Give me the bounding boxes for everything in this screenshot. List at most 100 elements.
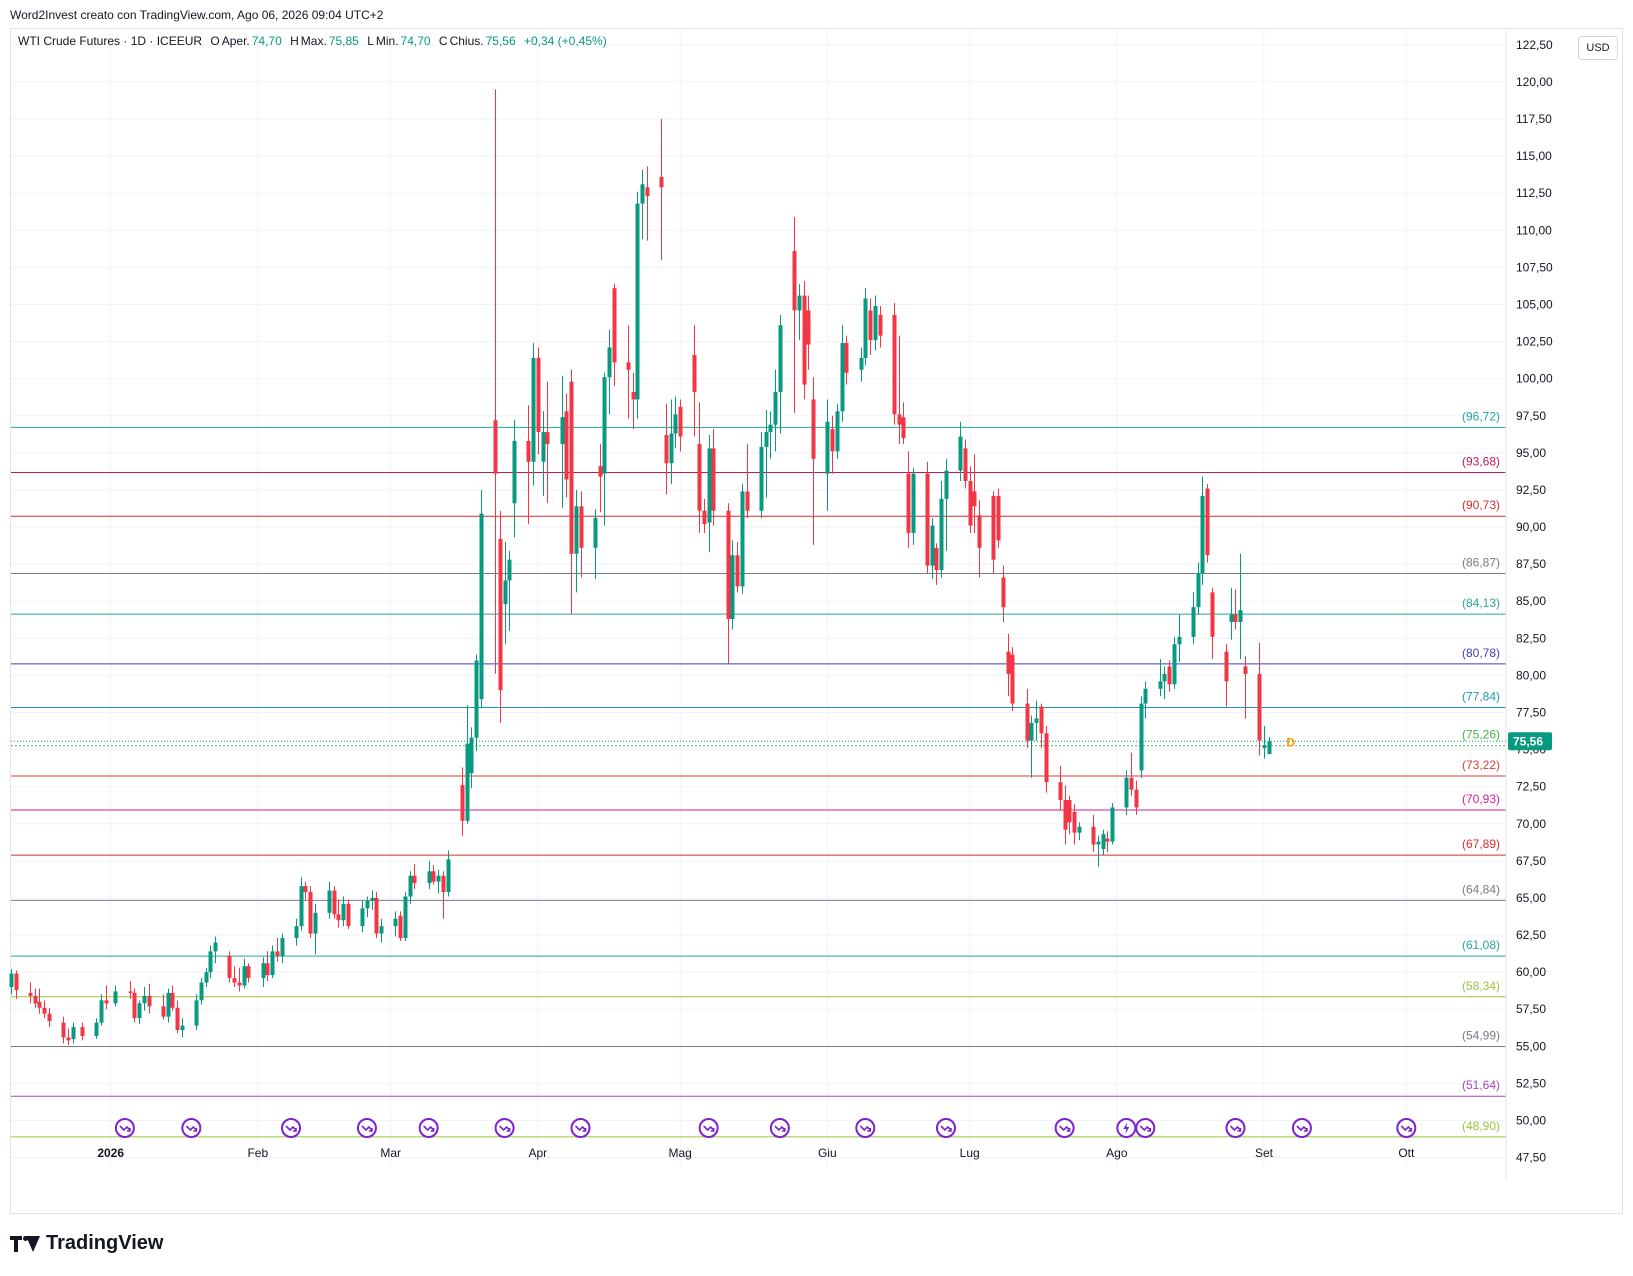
- price-tick-label: 117,50: [1516, 112, 1552, 126]
- candle-body: [332, 890, 337, 915]
- candle: [9, 969, 14, 995]
- price-tick-label: 85,00: [1516, 594, 1546, 608]
- candle-body: [270, 951, 275, 976]
- candle-body: [1200, 495, 1205, 574]
- candle: [977, 500, 982, 578]
- price-tick-label: 112,50: [1516, 186, 1552, 200]
- tradingview-brand: TradingView: [10, 1232, 163, 1255]
- price-tick-label: 50,00: [1516, 1114, 1546, 1128]
- candle-body: [1224, 651, 1229, 682]
- candle-body: [232, 978, 237, 983]
- candle: [1224, 644, 1229, 707]
- candle-body: [560, 417, 565, 444]
- candle-body: [80, 1027, 85, 1036]
- candle: [901, 402, 906, 444]
- lightning-icon: [1123, 1122, 1130, 1134]
- currency-button[interactable]: USD: [1578, 36, 1618, 60]
- candle-body: [626, 362, 631, 370]
- candle-body: [934, 547, 939, 571]
- candle: [94, 1018, 99, 1039]
- candle-body: [835, 411, 840, 452]
- economic-event-icon[interactable]: [1135, 1118, 1156, 1138]
- candle-body: [607, 347, 612, 378]
- candle: [726, 503, 731, 664]
- candle: [28, 982, 33, 1004]
- level-label: (86,87): [1462, 555, 1500, 569]
- economic-event-icon[interactable]: [769, 1118, 790, 1138]
- candle: [740, 484, 745, 594]
- arrow-head-icon: [1303, 1128, 1308, 1132]
- candle: [1058, 765, 1063, 811]
- candle: [631, 372, 636, 430]
- economic-event-icon[interactable]: [1054, 1118, 1075, 1138]
- economic-event-icon[interactable]: [181, 1118, 202, 1138]
- candle: [906, 451, 911, 548]
- economic-event-icon[interactable]: [1116, 1118, 1137, 1138]
- time-axis: 2026 Feb Mar Apr Mag Giu Lug Ago Set Ott: [97, 1146, 1415, 1160]
- candle-body: [66, 1037, 71, 1041]
- candle-body: [71, 1027, 76, 1039]
- candle-body: [498, 538, 503, 691]
- candle: [697, 402, 702, 533]
- candle: [1139, 696, 1144, 778]
- candle: [1001, 565, 1006, 622]
- candle: [564, 393, 569, 498]
- candle: [265, 951, 270, 982]
- candle-body: [635, 203, 640, 400]
- candle: [393, 911, 398, 937]
- candle: [844, 335, 849, 385]
- economic-event-icon[interactable]: [114, 1118, 135, 1138]
- economic-event-icon[interactable]: [935, 1118, 956, 1138]
- candle: [1267, 736, 1272, 755]
- candle-body: [213, 942, 218, 952]
- economic-event-icon[interactable]: [855, 1118, 876, 1138]
- economic-event-icon[interactable]: [281, 1118, 302, 1138]
- candle: [797, 283, 802, 341]
- candle: [1200, 476, 1205, 585]
- candle-body: [1177, 636, 1182, 645]
- price-tick-label: 77,50: [1516, 706, 1546, 720]
- economic-event-icon[interactable]: [494, 1118, 515, 1138]
- arrow-head-icon: [1237, 1128, 1242, 1132]
- candle-body: [669, 433, 674, 464]
- candle: [142, 986, 147, 1011]
- candle-body: [730, 555, 735, 620]
- candle: [66, 1028, 71, 1045]
- candle-body: [42, 1007, 47, 1014]
- candle-body: [280, 938, 285, 956]
- level-label: (58,34): [1462, 979, 1500, 993]
- candle: [892, 303, 897, 425]
- economic-event-icon[interactable]: [698, 1118, 719, 1138]
- candle-body: [1143, 688, 1148, 704]
- economic-event-icon[interactable]: [1396, 1118, 1417, 1138]
- candle-body: [237, 982, 242, 986]
- candle-body: [1006, 651, 1011, 674]
- economic-event-icon[interactable]: [1291, 1118, 1312, 1138]
- candle-body: [726, 510, 731, 620]
- trend-arrow-icon: [119, 1125, 131, 1132]
- candle-body: [208, 951, 213, 973]
- candle: [242, 958, 247, 989]
- open-key: Aper.: [221, 34, 250, 48]
- candle: [868, 298, 873, 355]
- trend-arrow-icon: [499, 1125, 511, 1132]
- candle-body: [142, 995, 147, 1004]
- candle: [294, 918, 299, 946]
- level-label: (48,90): [1462, 1119, 1500, 1133]
- candle: [640, 169, 645, 240]
- candle-body: [460, 785, 465, 821]
- candle: [180, 1018, 185, 1038]
- level-label: (64,84): [1462, 882, 1500, 896]
- candle: [99, 994, 104, 1026]
- economic-event-icon[interactable]: [570, 1118, 591, 1138]
- candle: [1096, 835, 1101, 867]
- economic-event-icon[interactable]: [356, 1118, 377, 1138]
- high-label: H: [290, 34, 299, 48]
- candle-body: [991, 495, 996, 560]
- economic-event-icon[interactable]: [1225, 1118, 1246, 1138]
- economic-event-icon[interactable]: [418, 1118, 439, 1138]
- candle-body: [327, 890, 332, 913]
- candle-body: [1139, 703, 1144, 771]
- candle: [113, 985, 118, 1007]
